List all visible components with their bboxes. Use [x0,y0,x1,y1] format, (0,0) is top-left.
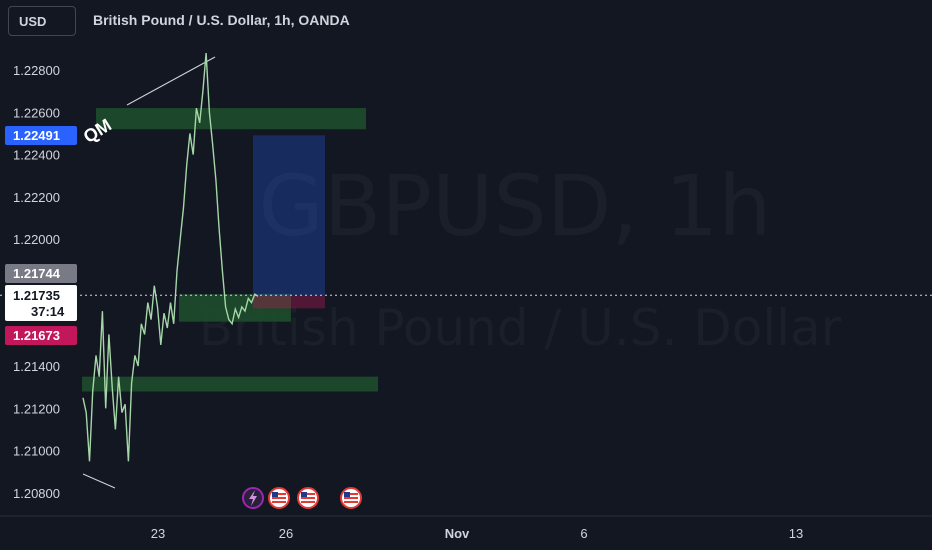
y-tick-label: 1.22400 [13,148,60,163]
y-tick-label: 1.21000 [13,444,60,459]
red-price-tag: 1.21673 [5,326,77,345]
x-axis: 23 26 Nov 6 13 [151,526,803,541]
us-flag-icon[interactable] [340,487,362,509]
x-tick-label: 13 [789,526,803,541]
supply-zone[interactable] [96,108,366,130]
chart-title: British Pound / U.S. Dollar, 1h, OANDA [93,12,350,28]
us-flag-icon[interactable] [297,487,319,509]
current-price-tag: 1.21735 37:14 [5,285,77,321]
trend-line-top[interactable] [126,56,216,106]
y-tick-label: 1.21400 [13,359,60,374]
svg-text:1.21673: 1.21673 [13,328,60,343]
countdown-timer: 37:14 [31,304,65,319]
position-stop-area[interactable] [253,295,325,309]
y-tick-label: 1.22000 [13,232,60,247]
lightning-icon[interactable] [242,487,264,509]
watermark-symbol: GBPUSD, 1h [259,157,772,255]
event-icons[interactable] [242,487,362,509]
svg-text:1.21735: 1.21735 [13,288,60,303]
trend-line-bottom[interactable] [82,473,116,489]
position-target-area[interactable] [253,135,325,296]
zone-layer [82,108,378,392]
x-tick-label: 26 [279,526,293,541]
x-tick-label: Nov [445,526,470,541]
blue-price-tag: 1.22491 [5,126,77,145]
svg-text:1.21744: 1.21744 [13,266,61,281]
y-tick-label: 1.20800 [13,486,60,501]
y-tick-label: 1.22800 [13,63,60,78]
y-tick-label: 1.22600 [13,105,60,120]
y-tick-label: 1.21200 [13,401,60,416]
x-tick-label: 23 [151,526,165,541]
demand-zone-lower[interactable] [82,376,378,392]
gray-price-tag: 1.21744 [5,264,77,283]
price-series-line [82,53,259,462]
currency-button[interactable]: USD [8,6,76,36]
watermark-name: British Pound / U.S. Dollar [199,299,842,357]
y-tick-label: 1.22200 [13,190,60,205]
svg-text:1.22491: 1.22491 [13,128,60,143]
us-flag-icon[interactable] [268,487,290,509]
x-tick-label: 6 [580,526,587,541]
y-axis: 1.22800 1.22600 1.22400 1.22200 1.22000 1.214… [13,63,60,501]
